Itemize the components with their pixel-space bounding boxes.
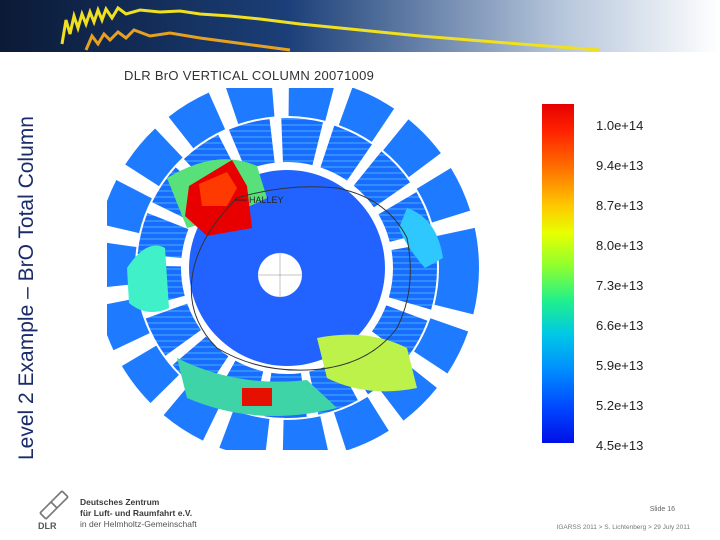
colorbar-label: 8.7e+13 (596, 198, 644, 213)
spectrum-curves-graphic (60, 5, 601, 52)
outer-orbit-swaths (107, 88, 479, 450)
slide-number: Slide 16 (649, 506, 675, 513)
high-bro-patch-south (242, 388, 272, 406)
map-title: DLR BrO VERTICAL COLUMN 20071009 (124, 68, 375, 83)
moderate-bro-region-south (177, 358, 337, 416)
org-line-3: in der Helmholtz-Gemeinschaft (80, 519, 197, 529)
colorbar-label: 6.6e+13 (596, 318, 644, 333)
high-bro-core (199, 172, 237, 206)
elevated-bro-region-southeast (317, 334, 417, 392)
dlr-logo-text: DLR (38, 521, 57, 531)
bro-polar-map: HALLEY (107, 88, 479, 450)
moderate-bro-region-west (127, 245, 169, 312)
colorbar-label: 4.5e+13 (596, 438, 644, 453)
colorbar-label: 1.0e+14 (596, 118, 644, 133)
org-line-2: für Luft- und Raumfahrt e.V. (80, 508, 193, 518)
colorbar-label: 5.2e+13 (596, 398, 644, 413)
colorbar-label: 9.4e+13 (596, 158, 644, 173)
colorbar-label: 5.9e+13 (596, 358, 644, 373)
org-line-1: Deutsches Zentrum (80, 497, 160, 507)
dlr-logo: DLR (38, 490, 69, 531)
moderate-bro-region-east (399, 208, 443, 268)
colorbar-label: 7.3e+13 (596, 278, 644, 293)
slide-title: Level 2 Example – BrO Total Column (15, 116, 38, 460)
organization-name: Deutsches Zentrum für Luft- und Raumfahr… (80, 497, 197, 530)
bro-colorbar (542, 104, 574, 443)
colorbar-label: 8.0e+13 (596, 238, 644, 253)
header-banner (0, 0, 720, 52)
conference-info: IGARSS 2011 > S. Lichtenberg > 29 July 2… (556, 524, 690, 531)
halley-station-label: HALLEY (249, 195, 284, 205)
antarctica-coastline (190, 186, 411, 371)
